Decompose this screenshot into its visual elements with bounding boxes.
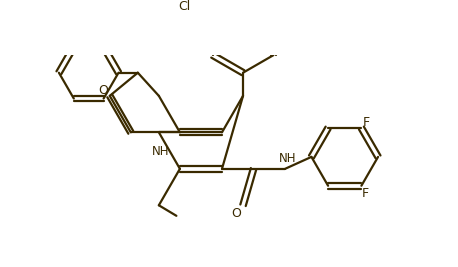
Text: Cl: Cl (178, 0, 190, 13)
Text: F: F (362, 187, 369, 200)
Text: NH: NH (279, 152, 297, 166)
Text: NH: NH (152, 145, 169, 158)
Text: O: O (231, 206, 241, 219)
Text: F: F (363, 116, 370, 129)
Text: O: O (98, 84, 109, 97)
